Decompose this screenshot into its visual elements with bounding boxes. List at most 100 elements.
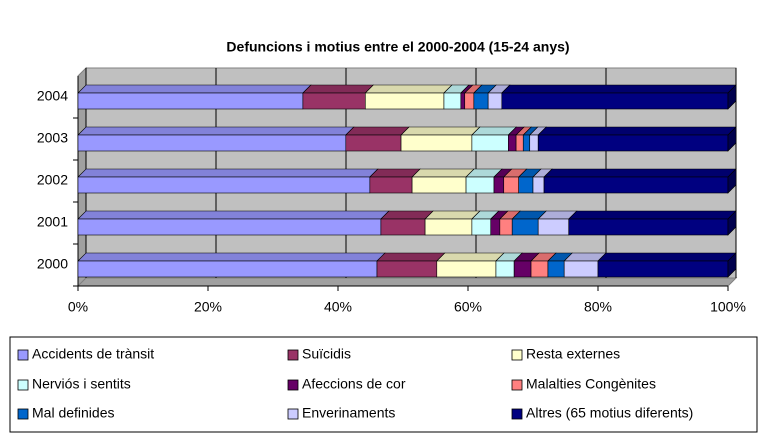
bar bbox=[471, 134, 509, 152]
bar-end bbox=[727, 210, 737, 236]
bar bbox=[473, 92, 489, 110]
bar-top bbox=[597, 252, 737, 262]
legend-label: Afeccions de cor bbox=[302, 376, 406, 392]
bar-end bbox=[727, 126, 737, 152]
bar-top bbox=[543, 168, 737, 178]
bar-top bbox=[501, 84, 737, 94]
x-tick-label: 20% bbox=[194, 299, 222, 315]
bar-top bbox=[400, 126, 481, 136]
y-tick-label: 2001 bbox=[37, 214, 68, 230]
legend-label: Nerviós i sentits bbox=[32, 376, 131, 392]
x-tick-label: 60% bbox=[454, 299, 482, 315]
bar bbox=[515, 134, 524, 152]
bar bbox=[537, 218, 570, 236]
legend-label: Suïcidis bbox=[302, 346, 351, 362]
bar-top bbox=[424, 210, 481, 220]
legend-swatch bbox=[511, 379, 523, 391]
bar-top bbox=[364, 84, 453, 94]
bar-top bbox=[376, 252, 446, 262]
bar-end bbox=[727, 168, 737, 194]
bar bbox=[364, 92, 445, 110]
legend-swatch bbox=[17, 408, 29, 420]
x-tick-label: 100% bbox=[710, 299, 746, 315]
bar bbox=[563, 260, 599, 278]
bar bbox=[424, 218, 473, 236]
legend-swatch bbox=[17, 379, 29, 391]
legend-swatch bbox=[287, 379, 299, 391]
bar-top bbox=[380, 210, 434, 220]
x-tick-label: 80% bbox=[584, 299, 612, 315]
bar-top bbox=[77, 168, 379, 178]
bar bbox=[345, 134, 402, 152]
bar bbox=[503, 176, 519, 194]
bar bbox=[465, 176, 495, 194]
bar-end bbox=[727, 252, 737, 278]
y-tick-label: 2000 bbox=[37, 256, 68, 272]
bar bbox=[436, 260, 497, 278]
legend-label: Resta externes bbox=[526, 346, 620, 362]
y-tick-label: 2003 bbox=[37, 130, 68, 146]
bar bbox=[490, 218, 501, 236]
bar bbox=[530, 260, 549, 278]
bar-top bbox=[77, 84, 312, 94]
bar-top bbox=[369, 168, 421, 178]
bar-top bbox=[436, 252, 505, 262]
x-tick-label: 0% bbox=[68, 299, 88, 315]
bar bbox=[537, 134, 729, 152]
legend-swatch bbox=[511, 408, 523, 420]
bar bbox=[499, 218, 513, 236]
bar bbox=[547, 260, 565, 278]
legend-swatch bbox=[511, 349, 523, 361]
bar bbox=[568, 218, 729, 236]
bar bbox=[597, 260, 729, 278]
legend-label: Malalties Congènites bbox=[526, 376, 656, 392]
legend-swatch bbox=[287, 408, 299, 420]
bar-top bbox=[537, 126, 737, 136]
bar-top bbox=[77, 210, 390, 220]
legend-label: Enverinaments bbox=[302, 405, 395, 421]
bar bbox=[471, 218, 492, 236]
bar bbox=[376, 260, 438, 278]
bar bbox=[518, 176, 534, 194]
bar-top bbox=[568, 210, 737, 220]
bar bbox=[460, 92, 466, 110]
bar bbox=[495, 260, 515, 278]
bar bbox=[380, 218, 426, 236]
bar-top bbox=[77, 252, 386, 262]
bar bbox=[532, 176, 545, 194]
bar bbox=[529, 134, 539, 152]
bar-top bbox=[411, 168, 475, 178]
bar-top bbox=[345, 126, 410, 136]
floor bbox=[76, 277, 738, 287]
y-tick-label: 2004 bbox=[37, 88, 68, 104]
legend-label: Altres (65 motius diferents) bbox=[526, 405, 693, 421]
bar-end bbox=[727, 84, 737, 110]
bar bbox=[302, 92, 366, 110]
x-tick-label: 40% bbox=[324, 299, 352, 315]
bar bbox=[522, 134, 531, 152]
bar bbox=[77, 218, 382, 236]
bar bbox=[493, 176, 505, 194]
bar bbox=[501, 92, 729, 110]
bar-top bbox=[302, 84, 375, 94]
bar bbox=[369, 176, 413, 194]
legend-label: Mal definides bbox=[32, 405, 115, 421]
bar bbox=[411, 176, 467, 194]
legend-swatch bbox=[17, 349, 29, 361]
bar bbox=[443, 92, 462, 110]
legend-swatch bbox=[287, 349, 299, 361]
y-tick-label: 2002 bbox=[37, 172, 68, 188]
bar bbox=[77, 260, 378, 278]
bar bbox=[77, 176, 371, 194]
legend-label: Accidents de trànsit bbox=[32, 346, 154, 362]
bar bbox=[513, 260, 532, 278]
bar-top bbox=[77, 126, 355, 136]
legend-box bbox=[9, 336, 758, 433]
bar bbox=[507, 134, 517, 152]
bar bbox=[464, 92, 475, 110]
bar bbox=[511, 218, 539, 236]
bar bbox=[77, 92, 304, 110]
bar bbox=[487, 92, 503, 110]
bar bbox=[77, 134, 347, 152]
